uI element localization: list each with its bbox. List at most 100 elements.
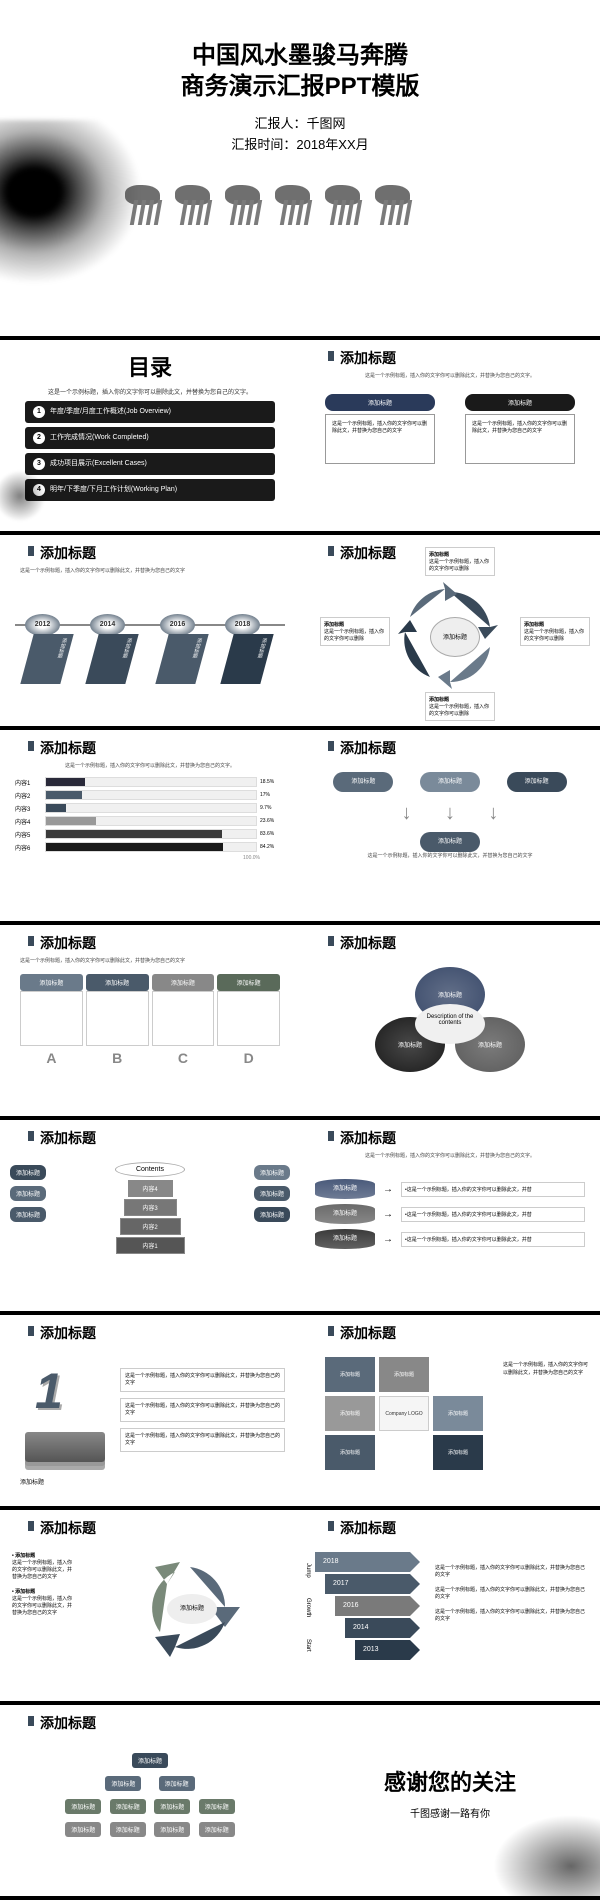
section-title: 添加标题: [300, 340, 600, 372]
td-box: 添加标题: [507, 772, 567, 792]
hbar-row: 内容583.6%: [15, 829, 285, 839]
pyr-button: 添加标题: [10, 1207, 46, 1222]
number-one-slide: 添加标题 1 这是一个示例标题，插入你的文字你可以删除此文，并替换为您自己的文字…: [0, 1315, 300, 1510]
two-box-container: 添加标题 这是一个示例标题，插入你的文字你可以删除此文，并替换为您自己的文字 添…: [300, 384, 600, 474]
pyramid-diagram: 添加标题添加标题添加标题Contents内容4内容3内容2内容1添加标题添加标题…: [0, 1152, 300, 1266]
digit-one: 1: [35, 1362, 95, 1420]
stacked-arrow: 2014.ac-arrow[style*="#3a4a5a"]::after{b…: [345, 1618, 410, 1638]
toc-item: 2工作完成情况(Work Completed): [25, 427, 275, 449]
bottom-box: 添加标题: [420, 832, 480, 852]
section-title: 添加标题: [0, 535, 300, 567]
pyramid-right: 添加标题添加标题添加标题: [193, 1162, 290, 1256]
stacked-arrow: 2016.ac-arrow[style*="#7a7a7a"]::after{b…: [335, 1596, 410, 1616]
org-node: 添加标题: [132, 1753, 168, 1768]
text-box: 这是一个示例标题，插入你的文字你可以删除此文，并替换为您自己的文字: [120, 1368, 285, 1392]
toc-item: 1年度/季度/月度工作概述(Job Overview): [25, 401, 275, 423]
timeline-node: 2012: [25, 614, 60, 636]
org-chart: 添加标题添加标题 添加标题添加标题 添加标题 添加标题 添加标题添加标题 添加标…: [0, 1737, 300, 1852]
column-item: 添加标题C: [152, 974, 215, 1066]
timeline-chart: 2012添加标题2014添加标题2016添加标题2018添加标题: [0, 579, 300, 709]
hbar-slide: 添加标题 这是一个示例标题，插入你的文字你可以删除此文，并替换为您自己的文字。 …: [0, 730, 300, 925]
text-box: 这是一个示例标题，插入你的文字你可以删除此文，并替换为您自己的文字: [120, 1398, 285, 1422]
side-title: • 添加标题: [12, 1552, 75, 1559]
cylinder-slide: 添加标题 这是一个示例标题，插入你的文字你可以删除此文，并替换为您自己的文字。 …: [300, 1120, 600, 1315]
toc-item: 3成功项目展示(Excellent Cases): [25, 453, 275, 475]
org-node: 添加标题: [154, 1799, 190, 1814]
column-item: 添加标题D: [217, 974, 280, 1066]
pyr-button: 添加标题: [254, 1165, 290, 1180]
org-node: 添加标题: [199, 1822, 235, 1837]
hbar-row: 内容423.6%: [15, 816, 285, 826]
section-title: 添加标题: [300, 1510, 600, 1542]
pyr-button: 添加标题: [254, 1207, 290, 1222]
section-desc: 这是一个示例标题，插入你的文字你可以删除此文，并替换为您自己的文字: [300, 852, 600, 864]
section-title: 添加标题: [0, 1315, 300, 1347]
venn-center: Description of the contents: [415, 1004, 485, 1044]
cycle-box: 添加标题这是一个示例标题，插入你的文字你可以删除: [425, 547, 495, 576]
section-title: 添加标题: [300, 1315, 600, 1347]
cycle-center: 添加标题: [167, 1594, 217, 1624]
toc-heading: 目录: [0, 340, 300, 382]
stacked-arrows: 2018.ac-arrow[style*="#6a7a8a"]::after{b…: [310, 1552, 420, 1672]
box-head: 添加标题: [465, 394, 575, 411]
hbar-row: 内容217%: [15, 790, 285, 800]
timeline-slide: 添加标题 这是一个示例标题，插入你的文字你可以删除此文，并替换为您自己的文字 2…: [0, 535, 300, 730]
hbar-chart: 内容118.5% 内容217% 内容39.7% 内容423.6% 内容583.6% 内容6…: [0, 777, 300, 861]
four-column-chart: 添加标题A添加标题B添加标题C添加标题D: [0, 969, 300, 1071]
stacked-arrow: 2013.ac-arrow[style*="#2a3a4a"]::after{b…: [355, 1640, 410, 1660]
section-desc: 这是一个示例标题，插入你的文字你可以删除此文，并替换为您自己的文字。: [300, 1152, 600, 1164]
td-box: 添加标题: [333, 772, 393, 792]
org-node: 添加标题: [110, 1822, 146, 1837]
timeline-node: 2014: [90, 614, 125, 636]
four-col-slide: 添加标题 这是一个示例标题，插入你的文字你可以删除此文，并替换为您自己的文字 添…: [0, 925, 300, 1120]
section-title: 添加标题: [0, 730, 300, 762]
cycle2-slide: 添加标题 • 添加标题 这是一个示例标题，插入你的文字你可以删除此文，并替换为您…: [0, 1510, 300, 1705]
ink-decoration: [480, 1806, 600, 1900]
grid-slide: 添加标题 添加标题添加标题添加标题Company LOGO添加标题添加标题添加标…: [300, 1315, 600, 1510]
cycle-diagram: 添加标题 添加标题这是一个示例标题，插入你的文字你可以删除添加标题这是一个示例标…: [390, 577, 510, 697]
arrows-down: ↓ ↓ ↓: [300, 802, 600, 825]
timeline-flag: 添加标题: [155, 634, 208, 684]
arrow-chart-slide: 添加标题 2018.ac-arrow[style*="#6a7a8a"]::af…: [300, 1510, 600, 1705]
side-text: 这是一个示例标题，插入你的文字你可以删除此文，并替换为您自己的文字: [12, 1559, 75, 1580]
number-one-graphic: 1 这是一个示例标题，插入你的文字你可以删除此文，并替换为您自己的文字 这是一个…: [0, 1347, 300, 1477]
org-node: 添加标题: [154, 1822, 190, 1837]
cylinder-list: 添加标题→•这是一个示例标题，插入你的文字你可以删除此文，并替添加标题→•这是一…: [300, 1164, 600, 1264]
section-title: 添加标题: [0, 925, 300, 957]
grid-matrix: 添加标题添加标题添加标题Company LOGO添加标题添加标题添加标题: [315, 1347, 493, 1480]
hbar-row: 内容39.7%: [15, 803, 285, 813]
box-1: 添加标题 这是一个示例标题，插入你的文字你可以删除此文，并替换为您自己的文字: [325, 394, 435, 464]
pyramid-slide: 添加标题 添加标题添加标题添加标题Contents内容4内容3内容2内容1添加标…: [0, 1120, 300, 1315]
box-body: 这是一个示例标题，插入你的文字你可以删除此文，并替换为您自己的文字: [465, 414, 575, 464]
hbar-row: 内容118.5%: [15, 777, 285, 787]
stacked-arrow: 2018.ac-arrow[style*="#6a7a8a"]::after{b…: [315, 1552, 410, 1572]
timeline-node: 2016: [160, 614, 195, 636]
section-title: 添加标题: [300, 1120, 600, 1152]
horses-art: [120, 170, 440, 290]
cycle-slide: 添加标题 添加标题 添加标题这是一个示例标题，插入你的文字你可以删除添加标题这是…: [300, 535, 600, 730]
hbar-row: 内容684.2%: [15, 842, 285, 852]
thanks-title: 感谢您的关注: [300, 1765, 600, 1797]
grid-text: 这是一个示例标题，插入你的文字你可以删除此文，并替换为您自己的文字: [493, 1347, 600, 1480]
cycle-box: 添加标题这是一个示例标题，插入你的文字你可以删除: [520, 617, 590, 646]
cylinder-item: 添加标题→•这是一个示例标题，插入你的文字你可以删除此文，并替: [315, 1204, 585, 1224]
pyr-button: 添加标题: [10, 1186, 46, 1201]
side-text: 这是一个示例标题，插入你的文字你可以删除此文，并替换为您自己的文字: [12, 1595, 75, 1616]
ink-decoration: [0, 466, 50, 526]
toc-item: 4明年/下季度/下月工作计划(Working Plan): [25, 479, 275, 501]
section-desc: 这是一个示例标题，插入你的文字你可以删除此文，并替换为您自己的文字: [0, 567, 300, 579]
column-item: 添加标题B: [86, 974, 149, 1066]
three-down-diagram: 添加标题添加标题添加标题: [300, 762, 600, 802]
pyr-button: 添加标题: [10, 1165, 46, 1180]
timeline-node: 2018: [225, 614, 260, 636]
cycle-box: 添加标题这是一个示例标题，插入你的文字你可以删除: [320, 617, 390, 646]
section-desc: 这是一个示例标题，插入你的文字你可以删除此文，并替换为您自己的文字。: [0, 762, 300, 774]
column-item: 添加标题A: [20, 974, 83, 1066]
timeline-flag: 添加标题: [85, 634, 138, 684]
bottom-box-wrap: 添加标题: [300, 830, 600, 852]
section-desc: 这是一个示例标题，插入你的文字你可以删除此文，并替换为您自己的文字。: [300, 372, 600, 384]
box-body: 这是一个示例标题，插入你的文字你可以删除此文，并替换为您自己的文字: [325, 414, 435, 464]
timeline-flag: 添加标题: [20, 634, 73, 684]
arrow-text: 这是一个示例标题，插入你的文字你可以删除此文，并替换为您自己的文字: [435, 1609, 585, 1623]
side-title: • 添加标题: [12, 1588, 75, 1595]
